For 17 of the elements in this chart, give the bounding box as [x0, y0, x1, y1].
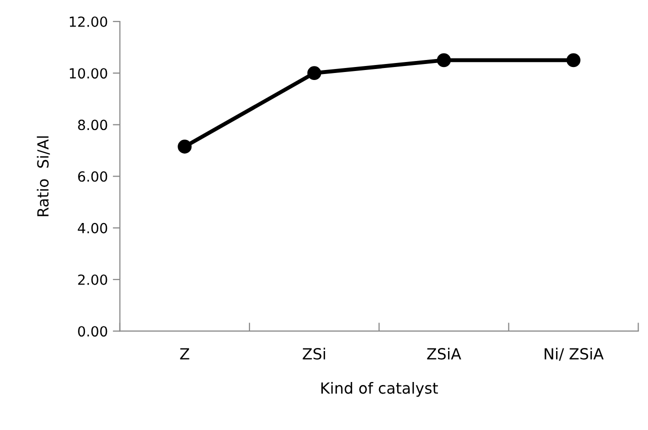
x-tick-label: Ni/ ZSiA	[544, 348, 604, 361]
x-tick-label: ZSi	[302, 348, 326, 360]
y-axis-title: Ratio Si/Al	[36, 136, 50, 216]
y-tick-label: 0.00	[78, 326, 108, 337]
x-tick-label: ZSiA	[427, 348, 462, 360]
y-tick-label: 10.00	[70, 68, 108, 79]
y-tick-label: 4.00	[78, 222, 108, 234]
point	[307, 66, 322, 80]
y-tick-label: 6.00	[78, 171, 108, 182]
x-axis-title: Kind of catalyst	[321, 382, 438, 397]
y-tick-label: 12.00	[70, 16, 108, 27]
y-tick-label: 2.00	[78, 274, 108, 285]
point	[178, 140, 192, 154]
y-tick-label: 8.00	[78, 120, 108, 130]
point	[436, 53, 451, 68]
point	[566, 53, 580, 68]
x-tick-label: Z	[180, 348, 190, 360]
